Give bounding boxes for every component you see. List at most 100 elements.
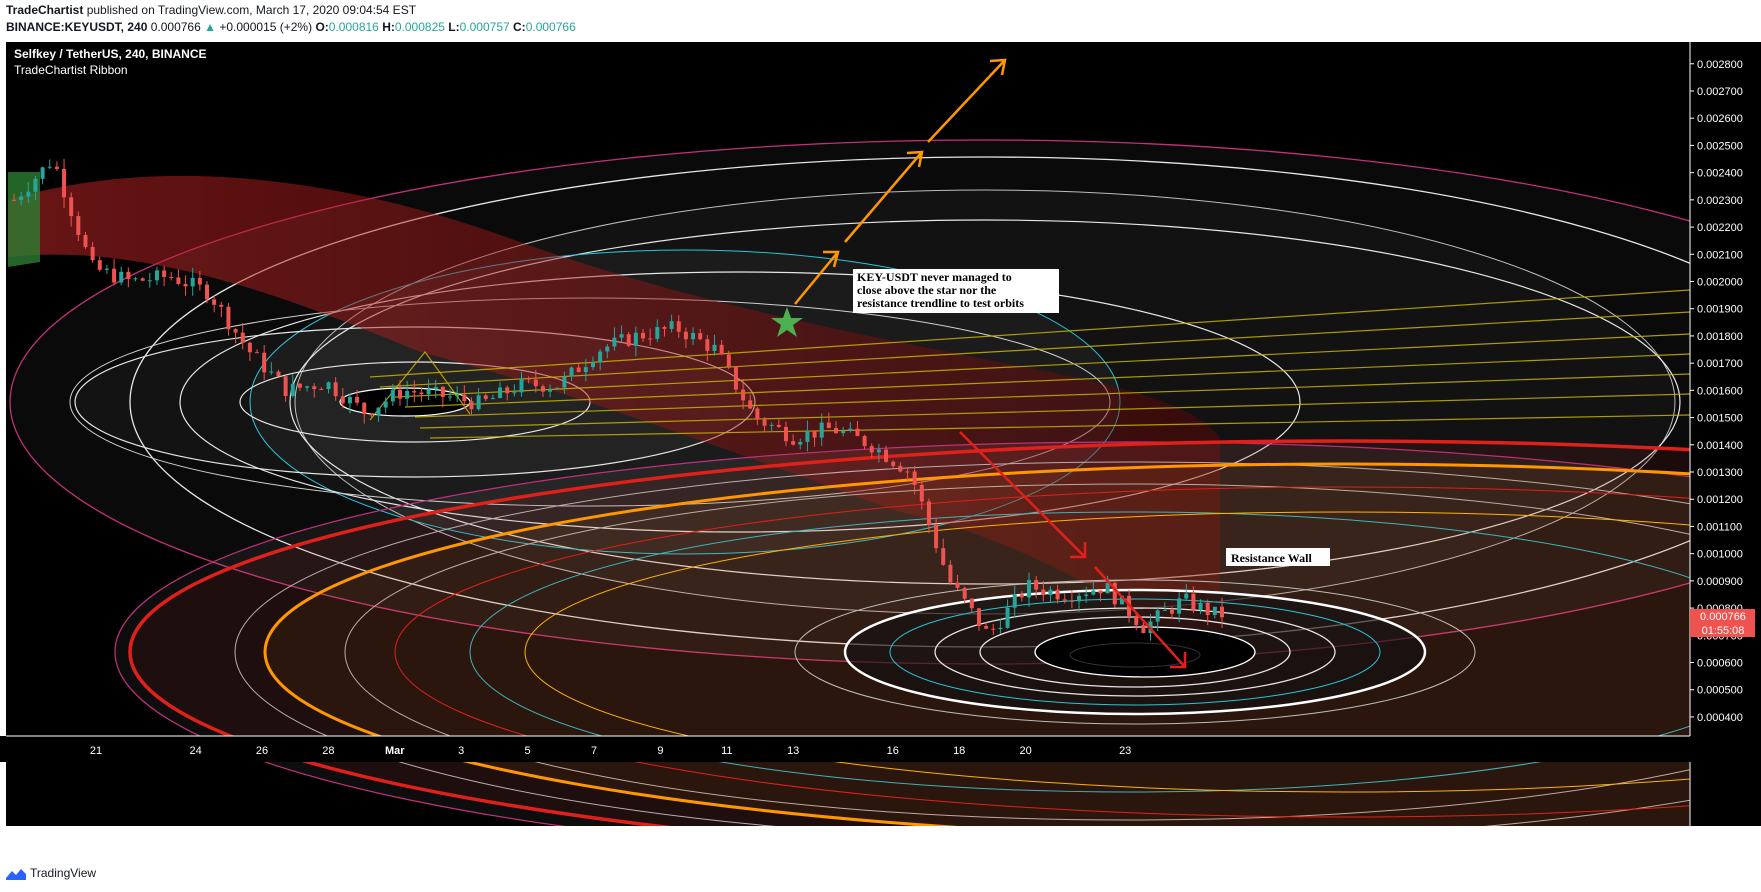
close-label: C: xyxy=(513,20,526,34)
candle-body xyxy=(312,386,317,390)
candle-body xyxy=(1084,594,1089,596)
candle-body xyxy=(419,392,424,395)
orbit-upper-white-3 xyxy=(179,271,1301,533)
footer[interactable]: TradingView xyxy=(6,866,96,880)
candle-body xyxy=(869,446,874,453)
time-tick-label: 20 xyxy=(1019,745,1031,757)
candle-body xyxy=(405,390,410,399)
candle-body xyxy=(969,598,974,609)
candle-body xyxy=(698,333,703,340)
price-tick-label: 0.001200 xyxy=(1697,494,1743,506)
candle-body xyxy=(826,422,831,429)
price-chart[interactable]: Selfkey / TetherUS, 240, BINANCE TradeCh… xyxy=(0,42,1761,862)
candle-body xyxy=(154,270,159,281)
candle-body xyxy=(991,628,996,630)
candle-body xyxy=(219,304,224,307)
candle-body xyxy=(119,271,124,283)
candle-body xyxy=(204,284,209,300)
candle-body xyxy=(355,396,360,403)
candle-body xyxy=(376,407,381,416)
candle-body xyxy=(83,234,88,248)
price-tick-label: 0.001000 xyxy=(1697,549,1743,561)
indicator-label[interactable]: TradeChartist Ribbon xyxy=(14,63,128,77)
last-value: 0.000766 xyxy=(150,20,201,34)
candle-body xyxy=(733,366,738,390)
orbit-wall-white-2 xyxy=(934,607,1336,697)
candle-body xyxy=(183,283,188,287)
candle-body xyxy=(848,428,853,431)
candle-body xyxy=(19,196,24,201)
price-tick-label: 0.002300 xyxy=(1697,195,1743,207)
orbit-lower-grey-1 xyxy=(234,461,1690,826)
ribbon-green-segment xyxy=(8,172,40,267)
candle-body xyxy=(455,394,460,397)
open-value: 0.000816 xyxy=(328,20,379,34)
projection-arrow-1 xyxy=(794,251,839,305)
candle-body xyxy=(855,428,860,437)
candle-body xyxy=(326,382,331,390)
price-tick-label: 0.001100 xyxy=(1697,521,1742,533)
candle-body xyxy=(269,371,274,373)
author[interactable]: TradeChartist xyxy=(6,3,84,17)
candle-body xyxy=(791,441,796,445)
candle-body xyxy=(1177,598,1182,614)
orbit-lower-grey-2 xyxy=(344,483,1690,821)
candle-body xyxy=(397,389,402,399)
orbit-lower-cyan-outer xyxy=(469,511,1690,793)
candle-body xyxy=(340,396,345,404)
projection-arrow-2-head xyxy=(906,150,924,168)
high-label: H: xyxy=(382,20,395,34)
star-note-line-1: KEY-USDT never managed to xyxy=(857,270,1012,284)
candle-body xyxy=(526,378,531,380)
candle-body xyxy=(583,367,588,373)
star-marker xyxy=(771,307,803,337)
candle-body xyxy=(605,346,610,352)
price-tick-label: 0.002000 xyxy=(1697,276,1743,288)
time-tick-label: 3 xyxy=(458,745,464,757)
up-arrow-icon: ▲ xyxy=(204,20,217,34)
time-tick-label: 21 xyxy=(90,745,102,757)
channel-line-4 xyxy=(404,353,1690,408)
candle-body xyxy=(147,280,152,282)
candle-body xyxy=(655,327,660,339)
candle-body xyxy=(1098,590,1103,594)
candle-body xyxy=(276,371,281,377)
candle-body xyxy=(47,166,52,168)
candle-body xyxy=(433,386,438,390)
low-value: 0.000757 xyxy=(459,20,510,34)
candle-body xyxy=(426,389,431,395)
candle-body xyxy=(297,383,302,388)
star-note-line-2: close above the star nor the xyxy=(857,283,997,297)
candle-body xyxy=(333,382,338,397)
footer-brand: TradingView xyxy=(30,866,97,880)
time-axis[interactable]: 21 24 26 28 Mar 3 5 7 9 11 13 16 18 20 23 xyxy=(0,735,1761,762)
candle-body xyxy=(1034,580,1039,590)
candle-body xyxy=(197,277,202,285)
candle-body xyxy=(919,484,924,502)
price-tick-label: 0.002400 xyxy=(1697,168,1743,180)
candle-body xyxy=(834,428,839,434)
candle-body xyxy=(805,430,810,442)
candle-body xyxy=(1184,593,1189,599)
price-axis[interactable]: 0.002800 0.002700 0.002600 0.002500 0.002400… xyxy=(1689,42,1761,826)
candle-body xyxy=(112,268,117,283)
candle-body xyxy=(1069,600,1074,602)
time-tick-label: Mar xyxy=(385,745,405,757)
countdown-badge xyxy=(1690,623,1755,637)
candle-body xyxy=(576,367,581,373)
orbit-amber-thin xyxy=(524,511,1690,793)
high-value: 0.000825 xyxy=(394,20,445,34)
candle-body xyxy=(469,401,474,410)
candle-body xyxy=(255,352,260,354)
candle-body xyxy=(741,389,746,401)
published-text: published on TradingView.com, March 17, … xyxy=(86,3,417,17)
orbit-drawings xyxy=(8,58,1690,826)
candle-body xyxy=(798,441,803,445)
time-tick-label: 9 xyxy=(657,745,663,757)
candle-body xyxy=(133,278,138,280)
candle-body xyxy=(769,424,774,426)
candle-body xyxy=(505,387,510,394)
candle-body xyxy=(712,344,717,351)
candle-body xyxy=(347,396,352,404)
time-tick-label: 13 xyxy=(787,745,799,757)
